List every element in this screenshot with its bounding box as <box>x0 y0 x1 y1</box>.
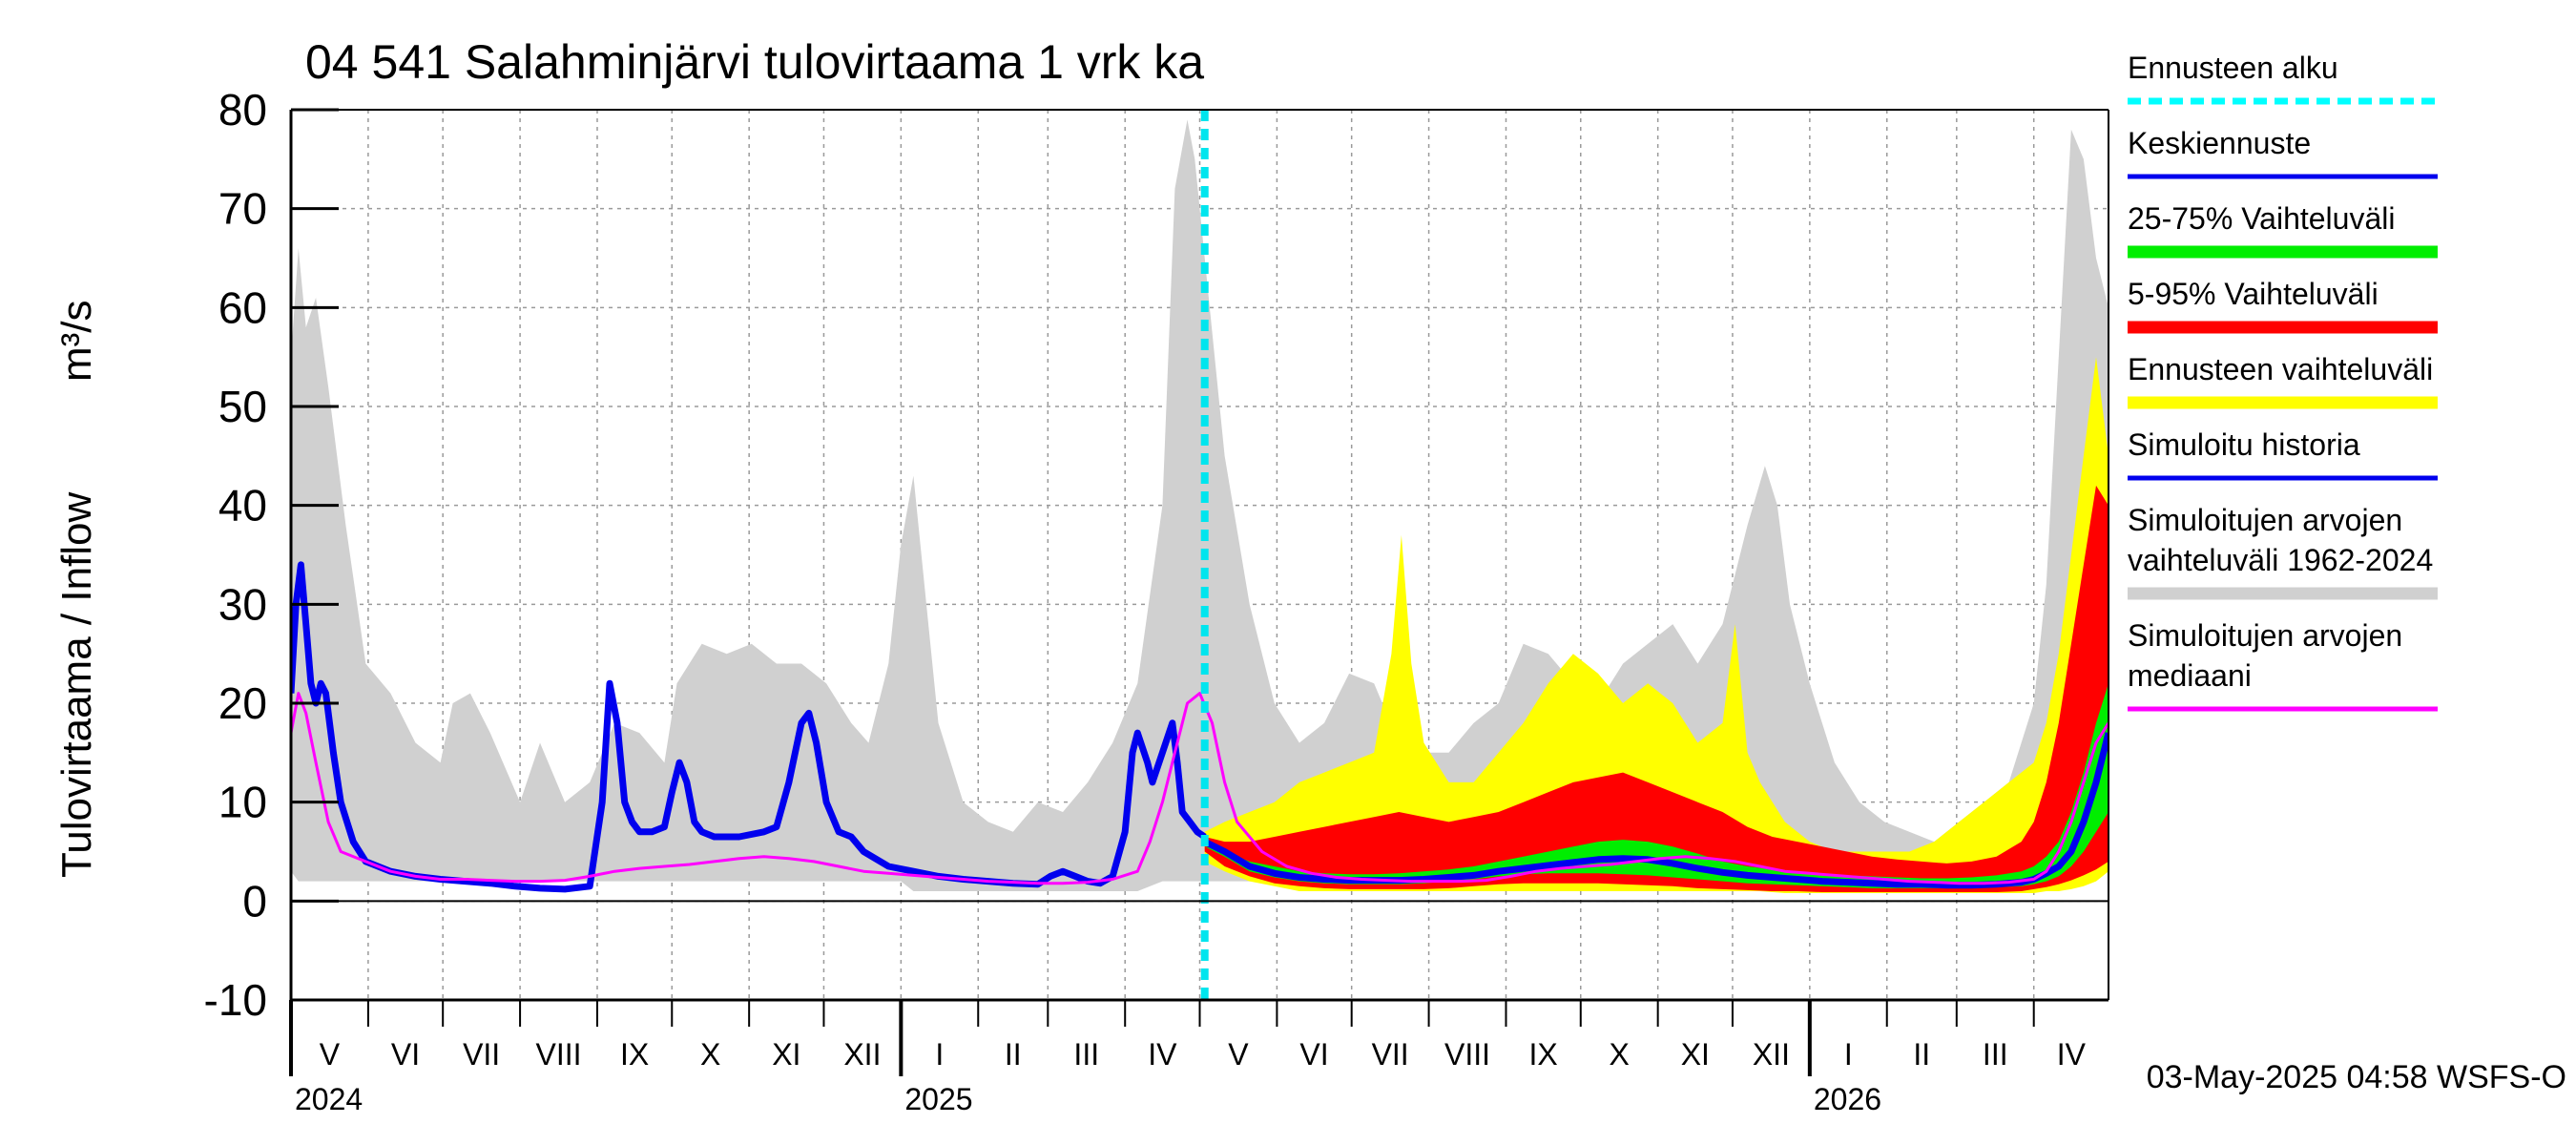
month-label: III <box>1073 1037 1099 1072</box>
month-label: VI <box>391 1037 420 1072</box>
legend-label: mediaani <box>2128 658 2252 693</box>
month-label: V <box>320 1037 341 1072</box>
y-tick-label: 10 <box>218 778 267 827</box>
month-label: VI <box>1299 1037 1328 1072</box>
plot-area <box>291 110 2109 1000</box>
month-label: II <box>1913 1037 1930 1072</box>
y-tick-label: 30 <box>218 579 267 629</box>
legend-label: Simuloitujen arvojen <box>2128 503 2402 537</box>
y-axis-label: Tulovirtaama / Inflow <box>53 491 100 878</box>
month-label: V <box>1228 1037 1249 1072</box>
month-label: I <box>1844 1037 1853 1072</box>
legend-label: Simuloitu historia <box>2128 427 2360 462</box>
month-label: X <box>700 1037 720 1072</box>
legend-label: vaihteluväli 1962-2024 <box>2128 543 2433 577</box>
month-label: I <box>935 1037 944 1072</box>
month-label: VII <box>463 1037 500 1072</box>
year-label: 2025 <box>904 1082 972 1116</box>
month-label: XI <box>772 1037 800 1072</box>
month-label: VIII <box>536 1037 582 1072</box>
legend: Ennusteen alku Keskiennuste 25-75% Vaihtel… <box>2128 51 2438 712</box>
legend-label: Simuloitujen arvojen <box>2128 618 2402 653</box>
chart-title: 04 541 Salahminjärvi tulovirtaama 1 vrk … <box>305 35 1204 89</box>
month-label: XII <box>1753 1037 1790 1072</box>
y-tick-label: 60 <box>218 282 267 332</box>
series-group <box>291 119 2109 893</box>
legend-label: Ennusteen alku <box>2128 51 2338 85</box>
month-label: X <box>1610 1037 1630 1072</box>
legend-label: 25-75% Vaihteluväli <box>2128 201 2395 236</box>
legend-label: Keskiennuste <box>2128 126 2311 160</box>
y-tick-label: 80 <box>218 85 267 135</box>
month-label: IX <box>1529 1037 1558 1072</box>
y-tick-label: 50 <box>218 382 267 431</box>
legend-label: Ennusteen vaihteluväli <box>2128 352 2433 386</box>
month-label: IV <box>2057 1037 2087 1072</box>
y-tick-label: 0 <box>242 876 267 926</box>
legend-label: 5-95% Vaihteluväli <box>2128 277 2379 311</box>
month-label: VII <box>1372 1037 1409 1072</box>
y-tick-label: 70 <box>218 184 267 234</box>
month-label: IX <box>620 1037 649 1072</box>
month-label: VIII <box>1444 1037 1490 1072</box>
y-tick-label: -10 <box>204 975 267 1025</box>
month-label: III <box>1983 1037 2008 1072</box>
footer-timestamp: 03-May-2025 04:58 WSFS-O <box>2147 1059 2566 1095</box>
y-axis-unit: m³/s <box>53 300 100 382</box>
y-tick-label: 40 <box>218 481 267 531</box>
month-label: XI <box>1681 1037 1710 1072</box>
month-label: IV <box>1148 1037 1177 1072</box>
month-label: II <box>1005 1037 1022 1072</box>
y-tick-label: 20 <box>218 678 267 728</box>
line-simuloitujen-arvojen-mediaani <box>291 692 2109 885</box>
month-label: XII <box>843 1037 881 1072</box>
band-25-75-vaihteluv-li <box>1204 683 2109 888</box>
year-label: 2024 <box>295 1082 363 1116</box>
year-label: 2026 <box>1814 1082 1881 1116</box>
band-ennusteen-vaihteluv-li <box>1204 357 2109 893</box>
band-5-95-vaihteluv-li <box>1204 485 2109 892</box>
